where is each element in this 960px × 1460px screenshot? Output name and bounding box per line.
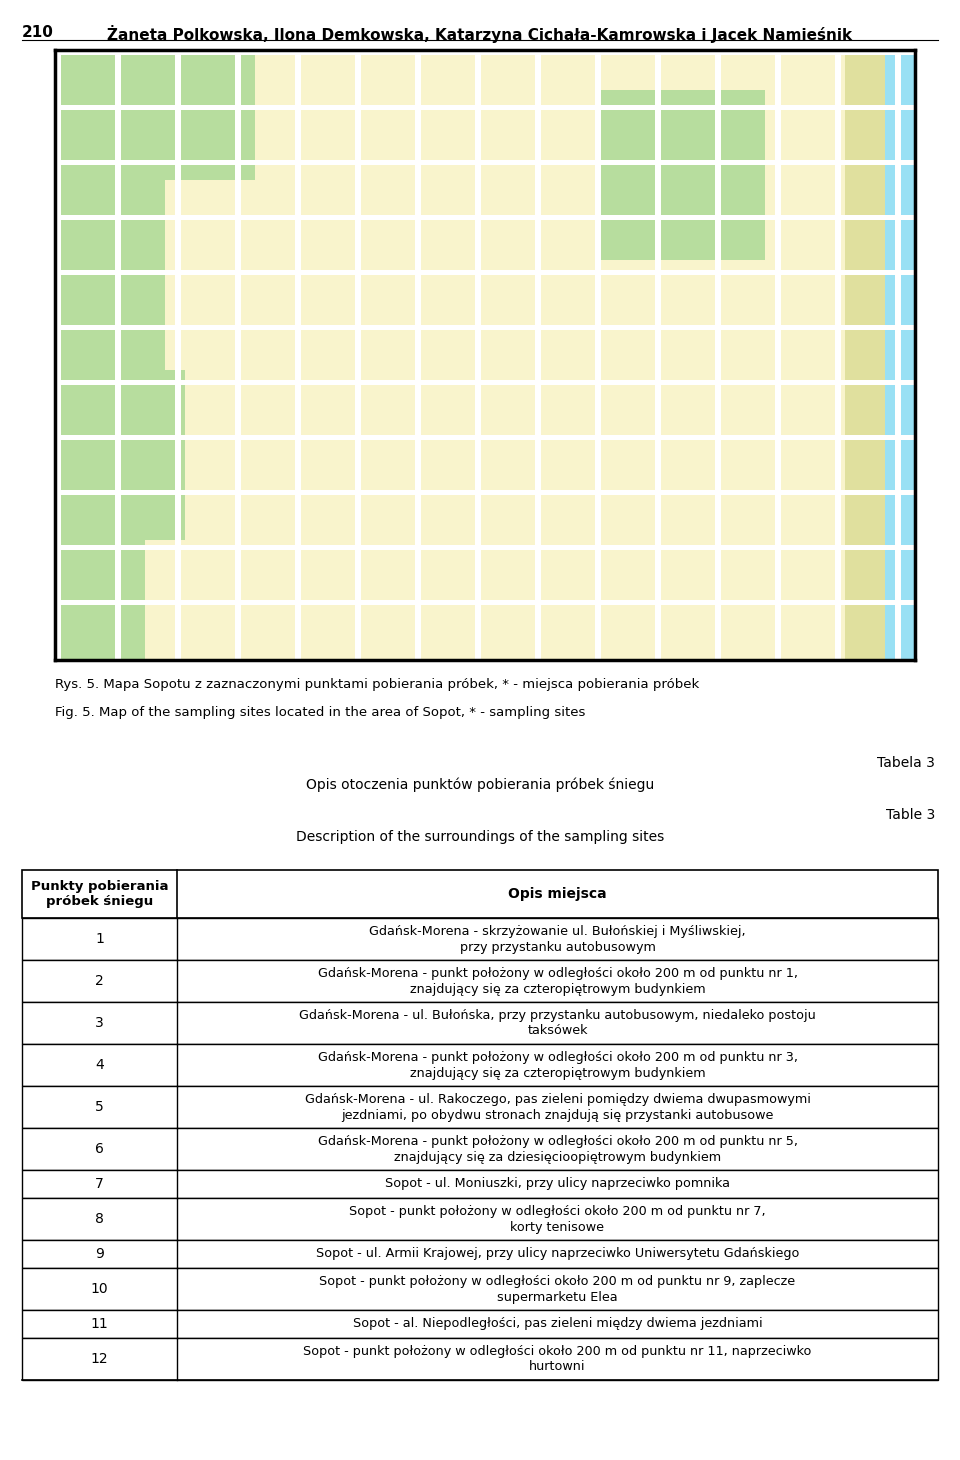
Text: 3: 3 — [95, 1016, 104, 1029]
Text: *: * — [255, 266, 265, 285]
Text: 12: 12 — [90, 1352, 108, 1367]
Text: OPERA
LEŚNA: OPERA LEŚNA — [84, 77, 110, 98]
Bar — [22, 1199, 938, 1240]
Bar — [22, 1002, 938, 1044]
Bar — [22, 1086, 938, 1129]
Text: 1: 1 — [95, 931, 104, 946]
Bar — [22, 870, 938, 918]
Text: 5: 5 — [95, 1099, 104, 1114]
Text: Gdańsk-Morena - punkt położony w odległości około 200 m od punktu nr 1,
znajdują: Gdańsk-Morena - punkt położony w odległo… — [318, 967, 798, 996]
Text: *: * — [390, 130, 400, 149]
Bar — [22, 1240, 938, 1267]
Text: Żaneta Polkowska, Ilona Demkowska, Katarzyna Cichała-Kamrowska i Jacek Namieśnik: Żaneta Polkowska, Ilona Demkowska, Katar… — [108, 25, 852, 42]
Text: Fig. 5. Map of the sampling sites located in the area of Sopot, * - sampling sit: Fig. 5. Map of the sampling sites locate… — [55, 707, 586, 718]
Bar — [22, 1337, 938, 1380]
Bar — [22, 961, 938, 1002]
Bar — [22, 1129, 938, 1169]
Text: Sopot - punkt położony w odległości około 200 m od punktu nr 9, zaplecze
superma: Sopot - punkt położony w odległości okoł… — [320, 1275, 796, 1304]
Text: Sopot - punkt położony w odległości około 200 m od punktu nr 7,
korty tenisowe: Sopot - punkt położony w odległości okoł… — [349, 1204, 766, 1234]
Text: Tabela 3: Tabela 3 — [877, 756, 935, 769]
Text: 210: 210 — [22, 25, 54, 39]
Text: Table 3: Table 3 — [886, 807, 935, 822]
Text: *: * — [210, 255, 220, 274]
Text: Gdańsk-Morena - punkt położony w odległości około 200 m od punktu nr 3,
znajdują: Gdańsk-Morena - punkt położony w odległo… — [318, 1051, 798, 1079]
Text: Gdańsk-Morena - skrzyżowanie ul. Bułońskiej i Myśliwskiej,
przy przystanku autob: Gdańsk-Morena - skrzyżowanie ul. Bułońsk… — [370, 924, 746, 953]
Text: 9: 9 — [95, 1247, 104, 1261]
Text: 4: 4 — [95, 1058, 104, 1072]
Text: Opis miejsca: Opis miejsca — [508, 888, 607, 901]
Text: *: * — [235, 241, 245, 260]
Text: 11: 11 — [90, 1317, 108, 1332]
Text: 6: 6 — [95, 1142, 104, 1156]
Text: Sopot - ul. Moniuszki, przy ulicy naprzeciwko pomnika: Sopot - ul. Moniuszki, przy ulicy naprze… — [385, 1178, 730, 1190]
Bar — [22, 1267, 938, 1310]
Text: Description of the surroundings of the sampling sites: Description of the surroundings of the s… — [296, 829, 664, 844]
Bar — [22, 1044, 938, 1086]
Text: 8: 8 — [95, 1212, 104, 1226]
Text: Gdańsk-Morena - punkt położony w odległości około 200 m od punktu nr 5,
znajdują: Gdańsk-Morena - punkt położony w odległo… — [318, 1134, 798, 1164]
Text: Sopot - al. Niepodległości, pas zieleni między dwiema jezdniami: Sopot - al. Niepodległości, pas zieleni … — [352, 1317, 762, 1330]
Bar — [22, 1169, 938, 1199]
Bar — [22, 1310, 938, 1337]
Text: Punkty pobierania
próbek śniegu: Punkty pobierania próbek śniegu — [31, 880, 168, 908]
Text: Sopot - ul. Armii Krajowej, przy ulicy naprzeciwko Uniwersytetu Gdańskiego: Sopot - ul. Armii Krajowej, przy ulicy n… — [316, 1247, 799, 1260]
Text: 10: 10 — [90, 1282, 108, 1296]
Text: Gdańsk-Morena - ul. Rakoczego, pas zieleni pomiędzy dwiema dwupasmowymi
jezdniam: Gdańsk-Morena - ul. Rakoczego, pas ziele… — [304, 1092, 810, 1121]
Text: Rys. 5. Mapa Sopotu z zaznaczonymi punktami pobierania próbek, * - miejsca pobie: Rys. 5. Mapa Sopotu z zaznaczonymi punkt… — [55, 677, 699, 691]
Text: Opis otoczenia punktów pobierania próbek śniegu: Opis otoczenia punktów pobierania próbek… — [306, 778, 654, 793]
Bar — [22, 918, 938, 961]
Text: 2: 2 — [95, 974, 104, 988]
Text: 7: 7 — [95, 1177, 104, 1191]
Text: Sopot - punkt położony w odległości około 200 m od punktu nr 11, naprzeciwko
hur: Sopot - punkt położony w odległości okoł… — [303, 1345, 812, 1374]
Text: *: * — [415, 105, 425, 124]
Text: Gdańsk-Morena - ul. Bułońska, przy przystanku autobusowym, niedaleko postoju
tak: Gdańsk-Morena - ul. Bułońska, przy przys… — [300, 1009, 816, 1038]
